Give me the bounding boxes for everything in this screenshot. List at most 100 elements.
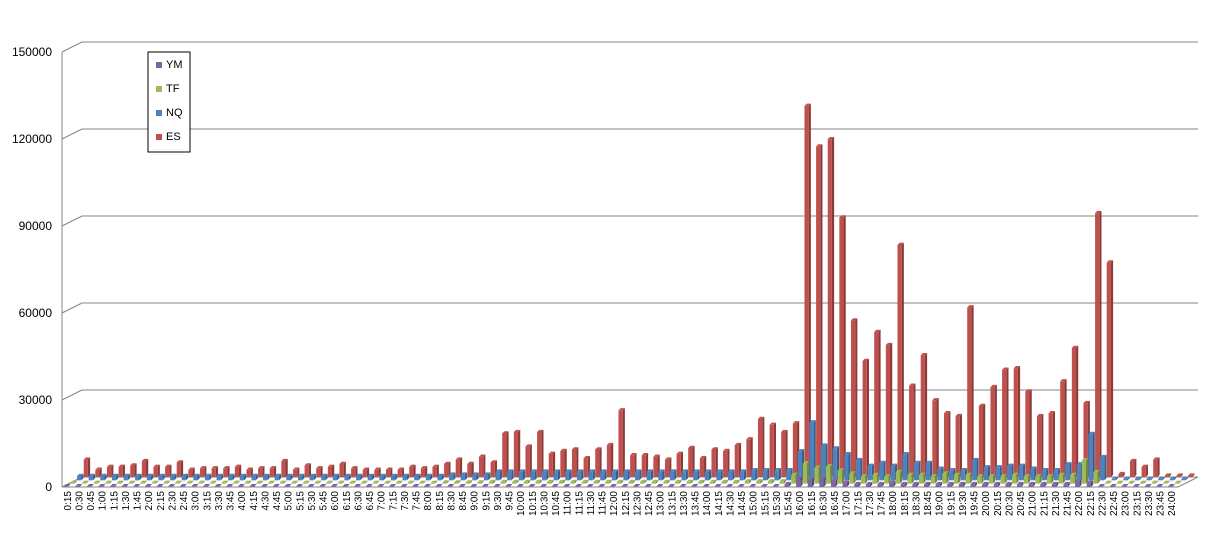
bar-ym bbox=[889, 480, 896, 487]
bar-tf bbox=[663, 479, 670, 484]
bar-tf bbox=[1093, 469, 1100, 484]
bar-es bbox=[723, 448, 730, 477]
bar-nq bbox=[344, 473, 351, 481]
bar-es bbox=[537, 429, 544, 477]
bar-tf bbox=[558, 479, 566, 484]
bar-tf bbox=[430, 480, 438, 484]
bar-ym bbox=[598, 484, 605, 487]
bar-tf bbox=[244, 480, 252, 484]
x-tick-label: 18:15 bbox=[900, 491, 911, 516]
bar-nq bbox=[611, 469, 619, 481]
bar-tf bbox=[733, 479, 740, 484]
bar-tf bbox=[605, 479, 612, 484]
bar-es bbox=[1071, 345, 1079, 477]
bar-tf bbox=[744, 479, 752, 484]
bar-ym bbox=[772, 484, 780, 487]
x-tick-label: 13:15 bbox=[667, 491, 678, 516]
legend-box bbox=[147, 51, 191, 153]
bar-tf bbox=[314, 480, 321, 484]
bar-es bbox=[571, 447, 579, 477]
bar-es bbox=[734, 442, 742, 477]
x-tick-label: 6:15 bbox=[342, 491, 353, 511]
bar-ym bbox=[191, 484, 198, 487]
bar-es bbox=[781, 429, 788, 477]
bar-es bbox=[1153, 457, 1160, 477]
x-tick-label: 16:45 bbox=[830, 491, 841, 516]
x-tick-label: 23:30 bbox=[1144, 491, 1155, 516]
bar-tf bbox=[919, 472, 926, 484]
bar-nq bbox=[1088, 431, 1095, 481]
bar-tf bbox=[756, 479, 763, 484]
legend-label-tf: TF bbox=[166, 83, 180, 95]
bar-nq bbox=[902, 452, 909, 481]
x-tick-label: 4:15 bbox=[249, 491, 260, 511]
bar-tf bbox=[186, 480, 194, 484]
bar-nq bbox=[158, 473, 165, 481]
bar-nq bbox=[809, 420, 816, 481]
bar-tf bbox=[1000, 474, 1007, 484]
bar-ym bbox=[737, 484, 745, 487]
bar-tf bbox=[163, 480, 170, 484]
x-tick-label: 23:45 bbox=[1156, 491, 1167, 516]
bar-tf bbox=[175, 480, 182, 484]
bar-tf bbox=[1116, 480, 1124, 484]
bar-es bbox=[1188, 473, 1195, 477]
bar-es bbox=[316, 466, 323, 477]
bar-es bbox=[595, 447, 602, 477]
bar-tf bbox=[442, 480, 449, 484]
x-tick-label: 8:15 bbox=[435, 491, 446, 511]
bar-ym bbox=[307, 484, 315, 487]
x-tick-label: 17:30 bbox=[865, 491, 876, 516]
bar-ym bbox=[482, 484, 489, 487]
bar-nq bbox=[309, 473, 316, 481]
bar-nq bbox=[321, 473, 328, 481]
bar-es bbox=[816, 144, 823, 477]
gridline-depth bbox=[61, 389, 83, 401]
x-tick-label: 23:00 bbox=[1121, 491, 1132, 516]
x-tick-label: 3:45 bbox=[226, 491, 237, 511]
bar-nq bbox=[495, 469, 502, 481]
bar-ym bbox=[935, 481, 942, 487]
bar-es bbox=[130, 463, 137, 477]
bar-ym bbox=[726, 484, 733, 487]
bar-tf bbox=[1012, 472, 1019, 484]
bar-tf bbox=[291, 480, 298, 484]
bar-ym bbox=[110, 484, 117, 487]
bar-nq bbox=[77, 473, 84, 481]
bar-ym bbox=[226, 484, 233, 487]
bar-es bbox=[281, 458, 288, 477]
x-tick-label: 21:30 bbox=[1051, 491, 1062, 516]
bar-es bbox=[850, 318, 858, 477]
bar-es bbox=[397, 467, 404, 477]
bar-ym bbox=[284, 484, 291, 487]
bar-nq bbox=[646, 469, 654, 481]
bar-ym bbox=[1075, 479, 1082, 487]
legend-label-es: ES bbox=[166, 131, 181, 143]
bar-nq bbox=[274, 473, 282, 481]
x-tick-label: 13:00 bbox=[656, 491, 667, 516]
x-tick-label: 8:00 bbox=[423, 491, 434, 511]
bar-tf bbox=[198, 480, 205, 484]
bar-tf bbox=[779, 479, 786, 484]
x-tick-label: 6:30 bbox=[353, 491, 364, 511]
x-tick-label: 7:15 bbox=[388, 491, 399, 511]
x-tick-label: 14:15 bbox=[714, 491, 725, 516]
bar-ym bbox=[819, 477, 826, 487]
bar-ym bbox=[1005, 481, 1012, 487]
bar-nq bbox=[1100, 454, 1107, 481]
bar-tf bbox=[837, 468, 845, 484]
x-tick-label: 5:30 bbox=[307, 491, 318, 511]
bar-es bbox=[932, 397, 939, 477]
bar-tf bbox=[326, 480, 333, 484]
bar-es bbox=[1060, 379, 1067, 477]
x-tick-label: 18:00 bbox=[888, 491, 899, 516]
bar-tf bbox=[512, 479, 519, 484]
bar-ym bbox=[761, 484, 768, 487]
legend-swatch-ym bbox=[156, 62, 162, 68]
x-tick-label: 15:15 bbox=[760, 491, 771, 516]
bar-nq bbox=[204, 473, 212, 481]
bar-ym bbox=[63, 484, 71, 487]
bar-es bbox=[467, 461, 474, 477]
x-tick-label: 22:00 bbox=[1074, 491, 1085, 516]
bar-tf bbox=[872, 472, 879, 484]
